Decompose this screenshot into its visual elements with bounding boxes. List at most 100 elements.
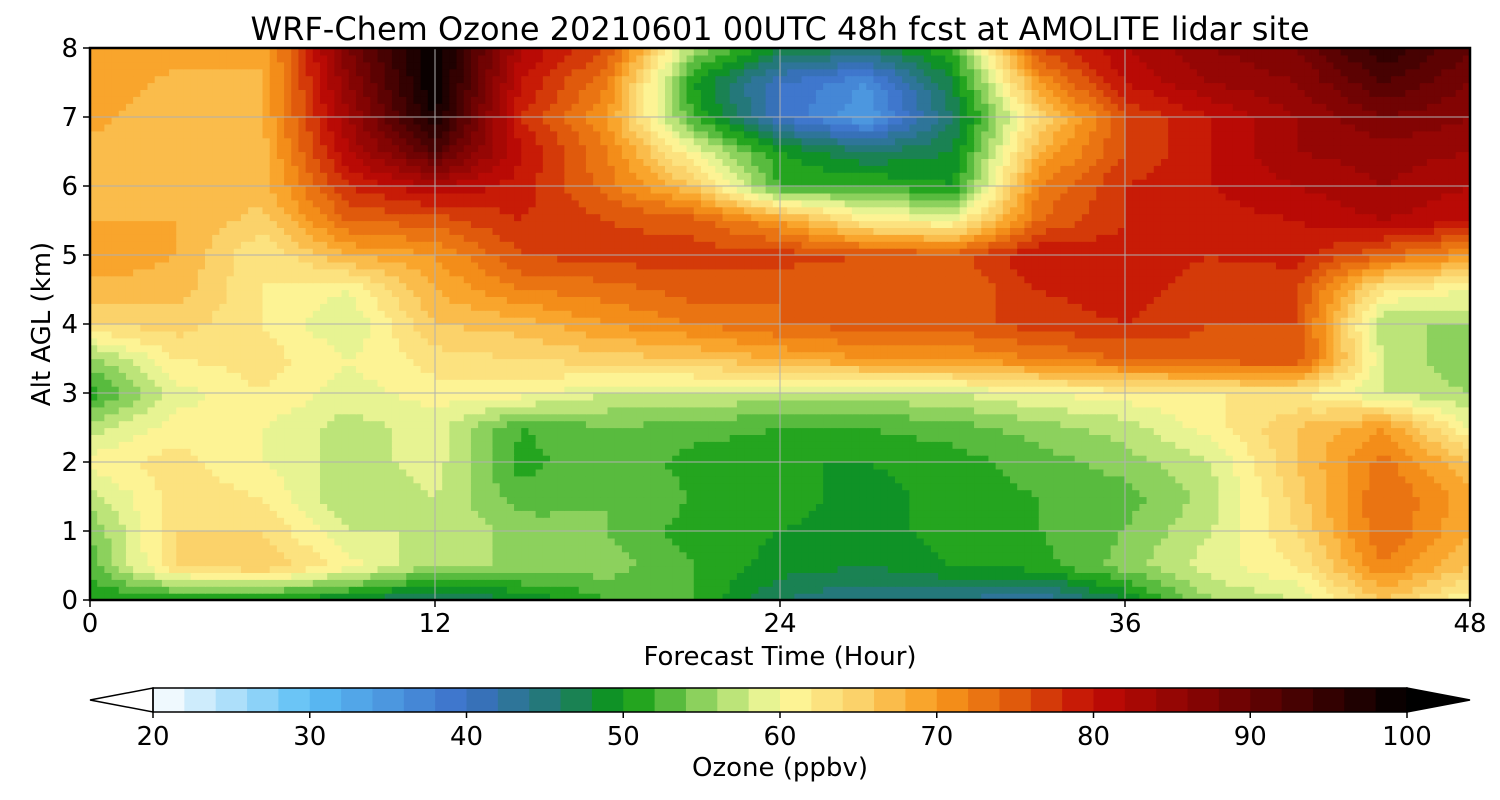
- contour-cell: [248, 538, 256, 546]
- contour-cell: [708, 434, 716, 442]
- contour-cell: [988, 497, 996, 505]
- contour-cell: [1276, 428, 1284, 436]
- contour-cell: [694, 503, 702, 511]
- contour-cell: [1118, 510, 1126, 518]
- contour-cell: [794, 586, 802, 594]
- contour-cell: [1226, 572, 1234, 580]
- contour-cell: [449, 531, 457, 539]
- contour-cell: [723, 476, 731, 484]
- contour-cell: [787, 428, 795, 436]
- contour-cell: [866, 586, 874, 594]
- contour-cell: [586, 572, 594, 580]
- contour-cell: [909, 524, 917, 532]
- contour-cell: [816, 503, 824, 511]
- contour-cell: [320, 572, 328, 580]
- contour-cell: [988, 566, 996, 574]
- contour-cell: [219, 462, 227, 470]
- contour-cell: [334, 476, 342, 484]
- contour-cell: [1168, 572, 1176, 580]
- contour-cell: [615, 531, 623, 539]
- contour-cell: [816, 579, 824, 587]
- contour-cell: [543, 428, 551, 436]
- contour-cell: [1333, 497, 1341, 505]
- contour-cell: [608, 538, 616, 546]
- contour-cell: [1384, 441, 1392, 449]
- contour-cell: [356, 455, 364, 463]
- contour-cell: [830, 566, 838, 574]
- contour-cell: [1341, 552, 1349, 560]
- contour-cell: [1413, 448, 1421, 456]
- contour-cell: [1103, 586, 1111, 594]
- contour-cell: [457, 559, 465, 567]
- contour-cell: [1384, 586, 1392, 594]
- contour-cell: [643, 483, 651, 491]
- contour-cell: [794, 434, 802, 442]
- contour-cell: [787, 524, 795, 532]
- contour-cell: [370, 545, 378, 553]
- contour-cell: [802, 517, 810, 525]
- contour-cell: [600, 441, 608, 449]
- contour-cell: [306, 572, 314, 580]
- contour-cell: [334, 441, 342, 449]
- contour-cell: [1096, 538, 1104, 546]
- contour-cell: [794, 428, 802, 436]
- contour-cell: [191, 566, 199, 574]
- contour-cell: [421, 497, 429, 505]
- contour-cell: [996, 483, 1004, 491]
- contour-cell: [493, 497, 501, 505]
- contour-cell: [572, 490, 580, 498]
- contour-cell: [715, 531, 723, 539]
- contour-cell: [953, 586, 961, 594]
- contour-cell: [1003, 510, 1011, 518]
- contour-cell: [1017, 531, 1025, 539]
- contour-cell: [672, 517, 680, 525]
- contour-cell: [981, 421, 989, 429]
- contour-cell: [356, 566, 364, 574]
- contour-cell: [536, 559, 544, 567]
- contour-cell: [1175, 448, 1183, 456]
- contour-cell: [148, 455, 156, 463]
- contour-cell: [794, 538, 802, 546]
- contour-cell: [1024, 524, 1032, 532]
- contour-cell: [1262, 462, 1270, 470]
- contour-cell: [255, 579, 263, 587]
- contour-cell: [1413, 559, 1421, 567]
- contour-cell: [1434, 441, 1442, 449]
- contour-cell: [428, 462, 436, 470]
- contour-cell: [1211, 434, 1219, 442]
- contour-cell: [313, 566, 321, 574]
- contour-cell: [629, 483, 637, 491]
- contour-cell: [1247, 497, 1255, 505]
- contour-cell: [126, 455, 134, 463]
- contour-cell: [1060, 434, 1068, 442]
- contour-cell: [1211, 517, 1219, 525]
- contour-cell: [787, 503, 795, 511]
- contour-cell: [1283, 579, 1291, 587]
- contour-cell: [1413, 441, 1421, 449]
- contour-cell: [1218, 428, 1226, 436]
- contour-cell: [701, 483, 709, 491]
- contour-cell: [787, 510, 795, 518]
- contour-cell: [1197, 517, 1205, 525]
- contour-cell: [1240, 462, 1248, 470]
- contour-cell: [1211, 428, 1219, 436]
- contour-cell: [464, 448, 472, 456]
- contour-cell: [378, 510, 386, 518]
- contour-cell: [816, 421, 824, 429]
- contour-cell: [320, 497, 328, 505]
- contour-cell: [155, 441, 163, 449]
- contour-cell: [392, 455, 400, 463]
- contour-cell: [600, 469, 608, 477]
- contour-cell: [1305, 559, 1313, 567]
- contour-cell: [148, 552, 156, 560]
- contour-cell: [1276, 490, 1284, 498]
- contour-cell: [1384, 552, 1392, 560]
- contour-cell: [507, 469, 515, 477]
- contour-cell: [227, 531, 235, 539]
- contour-cell: [1341, 421, 1349, 429]
- contour-cell: [636, 579, 644, 587]
- contour-cell: [148, 434, 156, 442]
- contour-cell: [1434, 490, 1442, 498]
- contour-cell: [629, 476, 637, 484]
- contour-cell: [342, 483, 350, 491]
